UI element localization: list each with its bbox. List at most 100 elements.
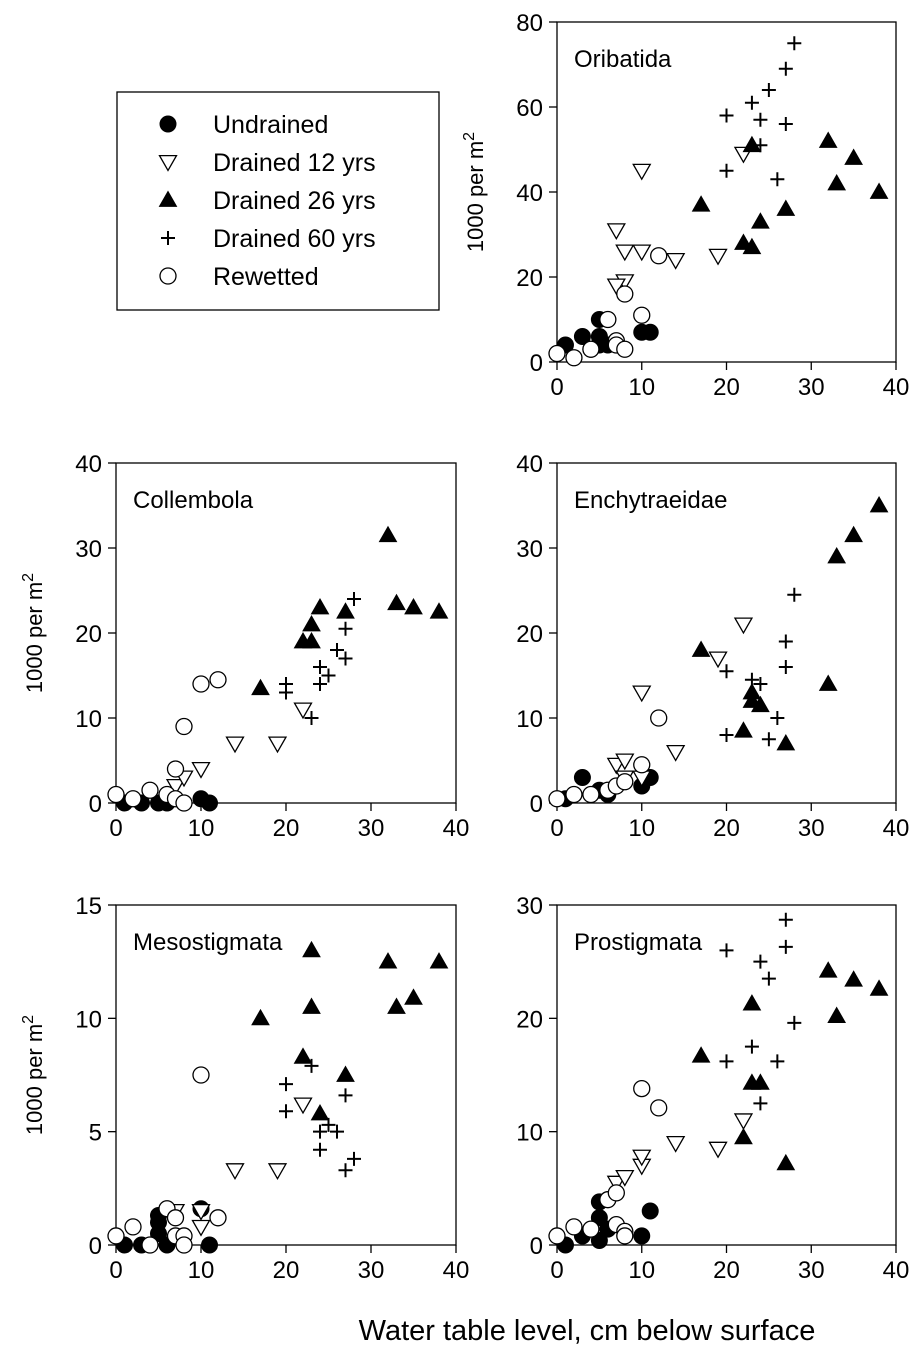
marker-rewetted <box>633 756 651 774</box>
marker-drained-12-yrs <box>615 244 635 262</box>
x-tick-label: 0 <box>109 1257 122 1284</box>
legend: Undrained Drained 12 yrs Drained 26 yrs Dra… <box>116 91 440 311</box>
marker-drained-26-yrs <box>869 979 889 996</box>
marker-drained-26-yrs <box>302 940 321 958</box>
series-rewetted <box>548 709 668 808</box>
y-tick-label: 30 <box>516 893 543 920</box>
legend-item-drained-26-yrs: Drained 26 yrs <box>158 187 376 215</box>
marker-undrained <box>633 1227 651 1245</box>
marker-rewetted <box>633 306 651 324</box>
panel-prostigmata: 0 10 20 30 40 0 10 20 30 Prostigmata <box>516 893 909 1284</box>
marker-drained-60-yrs <box>770 1054 785 1069</box>
panel-title: Collembola <box>133 487 254 514</box>
marker-drained-12-yrs <box>267 736 288 754</box>
marker-rewetted <box>141 1236 159 1254</box>
series-drained-26-yrs <box>691 131 889 255</box>
marker-drained-60-yrs <box>753 138 768 153</box>
marker-rewetted <box>209 1209 227 1227</box>
x-tick-label: 10 <box>628 374 655 401</box>
marker-rewetted <box>548 344 566 363</box>
figure-xlabel: Water table level, cm below surface <box>359 1315 816 1347</box>
marker-drained-60-yrs <box>744 1039 759 1054</box>
marker-drained-26-yrs <box>869 182 889 199</box>
y-tick-label: 10 <box>75 1006 102 1033</box>
marker-rewetted <box>548 1227 566 1245</box>
marker-rewetted <box>175 1236 193 1254</box>
marker-drained-60-yrs <box>744 672 759 687</box>
panel-oribatida: 0 10 20 30 40 0 20 40 60 80 Oribatida 1000 per m2 <box>461 10 909 401</box>
marker-drained-60-yrs <box>330 643 344 657</box>
series-drained-12-yrs <box>165 702 313 796</box>
marker-rewetted <box>616 340 634 358</box>
y-tick-label: 0 <box>89 1233 102 1260</box>
marker-drained-60-yrs <box>753 677 768 691</box>
series-drained-60-yrs <box>719 912 802 1111</box>
marker-drained-60-yrs <box>787 1015 802 1030</box>
marker-drained-26-yrs <box>827 546 847 564</box>
marker-drained-60-yrs <box>321 668 336 683</box>
marker-drained-26-yrs <box>336 1065 355 1082</box>
marker-drained-60-yrs <box>778 912 793 927</box>
marker-drained-12-yrs <box>191 761 211 779</box>
marker-drained-60-yrs <box>753 1096 768 1111</box>
panel-title: Enchytraeidae <box>574 487 727 514</box>
marker-drained-26-yrs <box>742 682 762 700</box>
x-tick-label: 0 <box>550 815 563 842</box>
marker-drained-26-yrs <box>827 1006 847 1023</box>
marker-drained-26-yrs <box>776 199 796 216</box>
x-tick-label: 20 <box>273 815 300 842</box>
marker-drained-12-yrs <box>293 1097 313 1115</box>
marker-rewetted <box>565 785 583 804</box>
marker-drained-12-yrs <box>666 1135 686 1153</box>
legend-label: Rewetted <box>213 263 319 291</box>
marker-drained-26-yrs <box>844 525 863 543</box>
series-rewetted <box>548 247 668 367</box>
marker-drained-26-yrs <box>691 640 711 657</box>
marker-drained-26-yrs <box>818 674 838 691</box>
x-tick-label: 10 <box>188 1257 215 1284</box>
marker-rewetted <box>599 310 617 329</box>
marker-drained-26-yrs <box>844 148 863 165</box>
marker-drained-60-yrs <box>778 660 793 674</box>
legend-label: Undrained <box>213 111 328 139</box>
marker-rewetted <box>616 1227 634 1245</box>
legend-label: Drained 60 yrs <box>213 225 376 253</box>
marker-drained-60-yrs <box>313 1124 327 1139</box>
x-tick-label: 30 <box>358 815 385 842</box>
x-tick-label: 20 <box>713 815 740 842</box>
marker-legend-drained-26-yrs <box>158 190 178 207</box>
series-drained-60-yrs <box>279 1058 361 1178</box>
marker-undrained <box>573 328 591 345</box>
y-tick-label: 15 <box>75 893 102 920</box>
x-tick-label: 20 <box>273 1257 300 1284</box>
marker-drained-60-yrs <box>719 163 734 178</box>
marker-drained-26-yrs <box>751 1073 770 1090</box>
marker-drained-26-yrs <box>818 131 838 148</box>
x-tick-label: 40 <box>443 1257 470 1284</box>
marker-drained-12-yrs <box>606 223 626 241</box>
x-tick-label: 40 <box>883 1257 910 1284</box>
series-drained-26-yrs <box>251 940 449 1121</box>
marker-drained-12-yrs <box>267 1163 288 1181</box>
marker-drained-12-yrs <box>733 1113 754 1131</box>
x-tick-label: 30 <box>358 1257 385 1284</box>
marker-drained-60-yrs <box>321 1117 336 1132</box>
series-drained-12-yrs <box>165 1097 313 1237</box>
series-rewetted <box>107 671 227 812</box>
marker-drained-26-yrs <box>404 988 423 1005</box>
marker-drained-12-yrs <box>632 244 652 262</box>
marker-drained-26-yrs <box>742 135 762 153</box>
marker-rewetted <box>175 794 193 812</box>
y-axis-label: 1000 per m2 <box>461 132 488 252</box>
marker-drained-60-yrs <box>761 732 776 747</box>
marker-rewetted <box>650 1099 668 1117</box>
marker-undrained <box>641 323 659 341</box>
marker-drained-60-yrs <box>304 711 319 725</box>
y-tick-label: 10 <box>516 706 543 733</box>
marker-legend-drained-12-yrs <box>158 154 178 172</box>
marker-drained-26-yrs <box>751 212 770 229</box>
marker-drained-60-yrs <box>279 685 293 700</box>
marker-drained-60-yrs <box>778 634 793 649</box>
series-drained-26-yrs <box>251 525 449 696</box>
marker-drained-60-yrs <box>719 108 734 123</box>
